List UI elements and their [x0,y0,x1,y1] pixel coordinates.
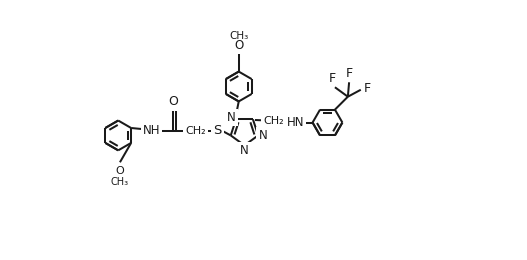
Text: CH₂: CH₂ [185,126,206,136]
Text: N: N [227,111,236,124]
Text: O: O [169,95,178,108]
Text: N: N [259,129,267,142]
Text: O: O [234,39,243,52]
Text: F: F [346,67,354,80]
Text: CH₂: CH₂ [263,115,284,126]
Text: CH₃: CH₃ [229,31,248,41]
Text: NH: NH [143,125,160,138]
Text: S: S [213,125,222,138]
Text: CH₃: CH₃ [110,178,128,187]
Text: O: O [115,166,124,176]
Text: F: F [364,82,370,95]
Text: HN: HN [286,116,304,129]
Text: F: F [329,72,336,85]
Text: N: N [240,144,249,157]
